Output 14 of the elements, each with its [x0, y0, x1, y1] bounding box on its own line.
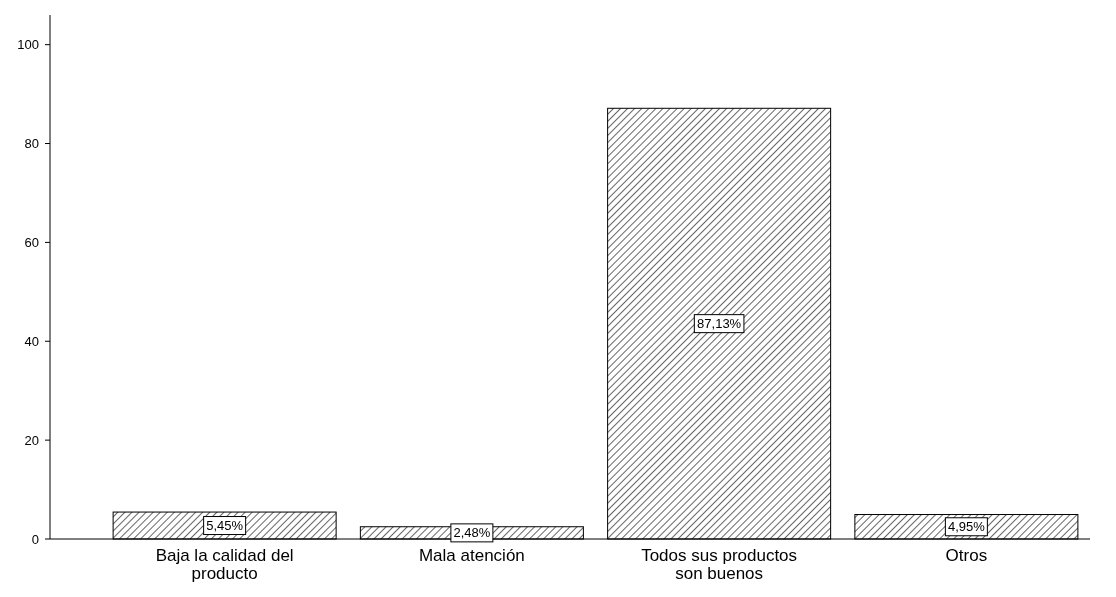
y-tick-label: 20 [24, 432, 39, 448]
y-tick-label: 40 [24, 333, 39, 349]
data-label: 87,13% [697, 316, 742, 332]
data-label: 4,95% [947, 519, 986, 535]
data-label: 2,48% [453, 525, 491, 541]
x-tick-label: Baja la calidad del producto [155, 546, 294, 583]
data-label: 5,45% [206, 518, 244, 534]
x-tick-label: Mala atención [418, 546, 525, 565]
x-tick-label: Todos sus productos son buenos [641, 546, 798, 583]
y-tick-label: 100 [17, 37, 39, 53]
x-tick-label: Otros [945, 546, 988, 565]
y-tick-label: 0 [31, 531, 39, 547]
y-tick-label: 60 [24, 234, 39, 250]
y-tick-label: 80 [24, 136, 39, 152]
